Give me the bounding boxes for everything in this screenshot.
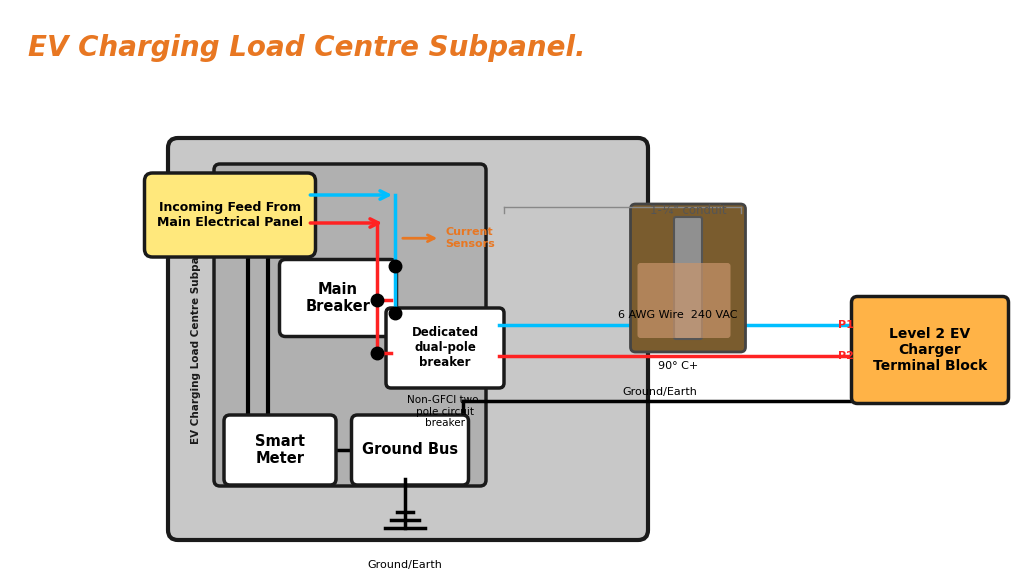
Text: Ground Bus: Ground Bus <box>361 442 458 457</box>
Text: Incoming Feed From
Main Electrical Panel: Incoming Feed From Main Electrical Panel <box>157 201 303 229</box>
FancyBboxPatch shape <box>852 297 1009 404</box>
Text: EV Charging Load Centre Subpanel.: EV Charging Load Centre Subpanel. <box>191 234 201 444</box>
Text: Main
Breaker: Main Breaker <box>305 282 371 314</box>
Text: Non-GFCI two-
pole circuit
breaker: Non-GFCI two- pole circuit breaker <box>408 395 482 428</box>
FancyBboxPatch shape <box>144 173 315 257</box>
Text: EV Charging Load Centre Subpanel.: EV Charging Load Centre Subpanel. <box>28 34 586 62</box>
FancyBboxPatch shape <box>224 415 336 485</box>
Text: 1-¼" conduit: 1-¼" conduit <box>649 204 726 217</box>
FancyBboxPatch shape <box>214 164 486 486</box>
Text: Level 2 EV
Charger
Terminal Block: Level 2 EV Charger Terminal Block <box>872 327 987 373</box>
Text: Ground/Earth: Ground/Earth <box>368 560 442 570</box>
Text: P1: P1 <box>838 320 853 330</box>
Text: 90° C+: 90° C+ <box>658 361 698 371</box>
FancyBboxPatch shape <box>168 138 648 540</box>
FancyBboxPatch shape <box>351 415 469 485</box>
FancyBboxPatch shape <box>280 260 396 336</box>
Text: P2: P2 <box>838 351 853 361</box>
Text: Current
Sensors: Current Sensors <box>445 228 495 249</box>
FancyBboxPatch shape <box>674 217 702 339</box>
FancyBboxPatch shape <box>638 263 730 338</box>
FancyBboxPatch shape <box>631 204 745 352</box>
FancyBboxPatch shape <box>386 308 504 388</box>
Text: Dedicated
dual-pole
breaker: Dedicated dual-pole breaker <box>412 327 478 369</box>
Text: 6 AWG Wire  240 VAC: 6 AWG Wire 240 VAC <box>618 310 738 320</box>
Text: Ground/Earth: Ground/Earth <box>623 387 697 397</box>
Text: Smart
Meter: Smart Meter <box>255 434 305 466</box>
